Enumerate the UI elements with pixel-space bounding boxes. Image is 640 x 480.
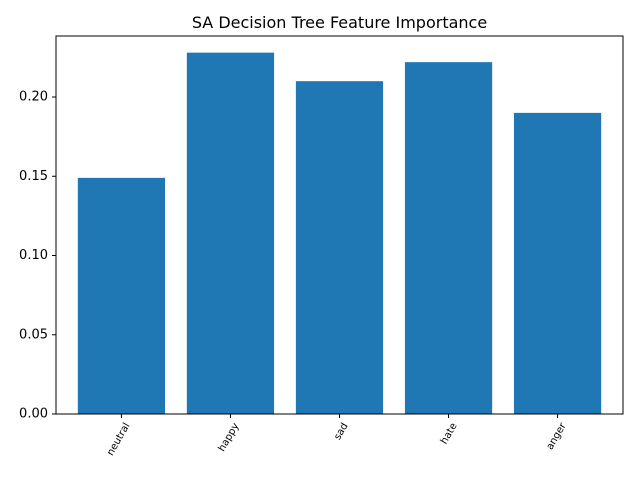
bar-sad [295,81,384,415]
y-tick-label-0.10: 0.10 [19,248,48,263]
x-tick-label-anger: anger [545,420,570,451]
bars-group [77,52,602,415]
y-tick-label-0.15: 0.15 [19,169,48,184]
x-axis: neutral happy sad hate anger [105,414,569,458]
x-tick-label-hate: hate [439,421,460,446]
y-tick-label-0.20: 0.20 [19,90,48,105]
bar-happy [186,52,275,414]
y-tick-label-0.05: 0.05 [19,327,48,342]
y-axis: 0.00 0.05 0.10 0.15 0.20 [19,90,56,422]
plot-frame [55,35,624,415]
bar-hate [404,62,493,415]
x-tick-label-sad: sad [332,421,350,442]
x-tick-label-happy: happy [217,421,242,453]
y-tick-label-0.00: 0.00 [19,407,48,422]
x-tick-label-neutral: neutral [105,421,132,457]
bar-anger [513,112,602,415]
bar-neutral [77,177,166,414]
chart-title: SA Decision Tree Feature Importance [192,13,487,32]
